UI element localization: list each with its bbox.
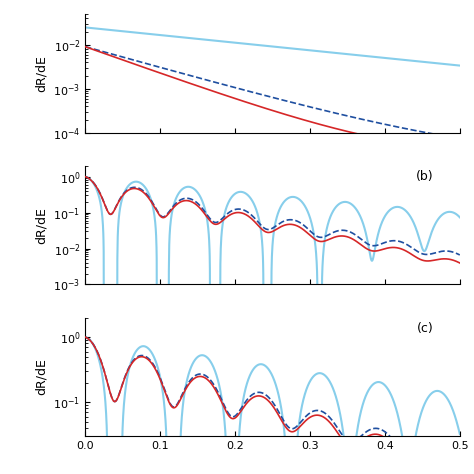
Text: (b): (b): [416, 170, 434, 183]
Text: (c): (c): [417, 322, 434, 335]
Y-axis label: dR/dE: dR/dE: [35, 55, 47, 92]
Y-axis label: dR/dE: dR/dE: [35, 207, 48, 244]
Y-axis label: dR/dE: dR/dE: [35, 358, 48, 395]
